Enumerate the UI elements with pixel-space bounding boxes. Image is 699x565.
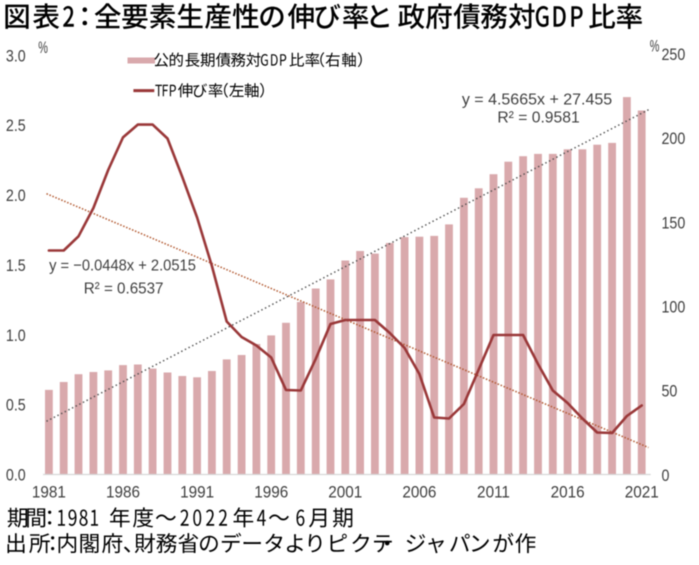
svg-text:3.0: 3.0	[6, 47, 26, 65]
svg-text:2.5: 2.5	[6, 117, 26, 135]
svg-text:2021: 2021	[625, 483, 659, 502]
svg-text:1.5: 1.5	[6, 257, 26, 275]
svg-text:%: %	[38, 38, 48, 57]
svg-text:100: 100	[662, 298, 686, 316]
svg-text:250: 250	[662, 46, 686, 64]
svg-text:R² = 0.9581: R² = 0.9581	[497, 109, 580, 126]
svg-text:150: 150	[662, 214, 686, 232]
svg-text:y = 4.5665x + 27.455: y = 4.5665x + 27.455	[462, 92, 612, 109]
svg-text:2.0: 2.0	[6, 187, 26, 205]
svg-text:2011: 2011	[477, 483, 510, 502]
svg-text:2006: 2006	[402, 483, 436, 502]
svg-text:50: 50	[662, 383, 678, 401]
svg-text:2016: 2016	[551, 483, 585, 502]
svg-text:1986: 1986	[106, 483, 140, 502]
svg-text:1996: 1996	[254, 483, 288, 502]
svg-text:2001: 2001	[328, 483, 362, 502]
svg-text:%: %	[650, 36, 660, 55]
svg-text:1991: 1991	[180, 483, 214, 502]
svg-text:0.5: 0.5	[6, 397, 26, 415]
svg-text:0.0: 0.0	[6, 466, 26, 484]
svg-text:1981: 1981	[32, 483, 66, 502]
svg-text:y = −0.0448x + 2.0515: y = −0.0448x + 2.0515	[49, 257, 196, 275]
svg-text:1.0: 1.0	[6, 327, 26, 345]
svg-text:200: 200	[662, 130, 686, 148]
svg-text:R² = 0.6537: R² = 0.6537	[84, 280, 164, 297]
svg-text:0: 0	[662, 467, 670, 485]
